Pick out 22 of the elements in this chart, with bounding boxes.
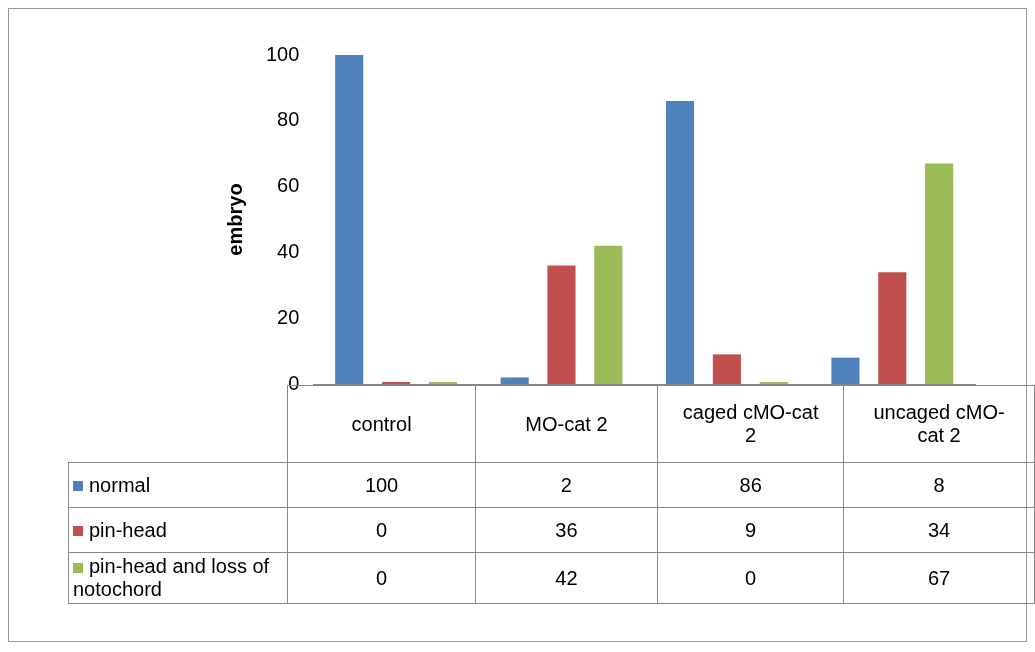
data-label: 8 <box>843 462 1035 508</box>
y-tick-label: 80 <box>277 108 300 131</box>
data-label: 67 <box>843 552 1035 604</box>
y-tick-label: 40 <box>277 239 300 262</box>
data-label: 36 <box>475 507 658 553</box>
data-label: 9 <box>657 507 844 553</box>
data-label: 42 <box>475 552 658 604</box>
y-axis-title: embryo <box>223 183 246 256</box>
x-tick-label: caged cMO-cat 2 <box>657 385 844 463</box>
y-tick-label: 60 <box>277 174 300 197</box>
y-tick-label: 100 <box>265 42 300 65</box>
legend-label: pin-head <box>68 507 288 553</box>
data-label: 2 <box>475 462 658 508</box>
y-tick-label: 20 <box>277 305 300 328</box>
x-tick-label: control <box>351 412 412 435</box>
x-tick-label: MO-cat 2 <box>475 385 658 463</box>
x-tick-label: uncaged cMO-cat 2 <box>843 385 1035 463</box>
legend-label: pin-head and loss of notochord <box>68 552 288 604</box>
data-label: 0 <box>657 552 844 604</box>
legend-label: normal <box>68 462 288 508</box>
data-label: 86 <box>657 462 844 508</box>
data-label: 34 <box>843 507 1035 553</box>
